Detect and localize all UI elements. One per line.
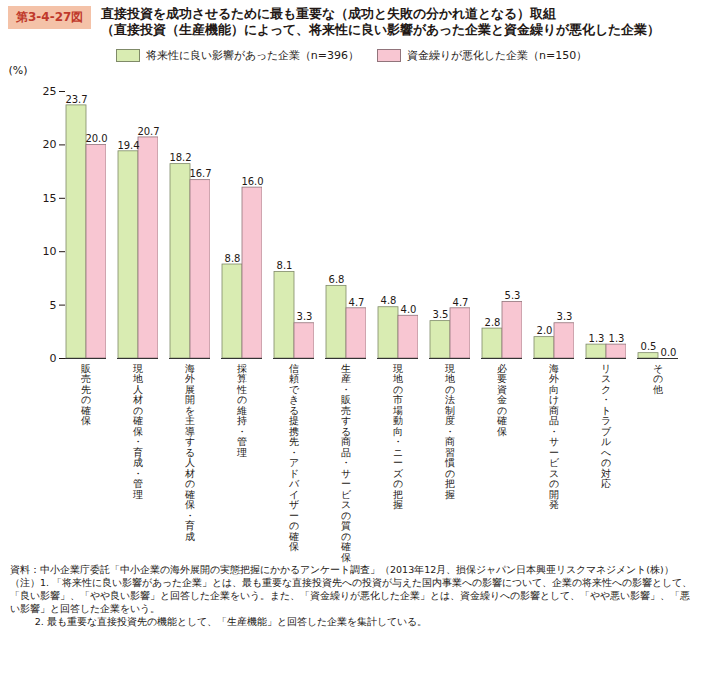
svg-text:1.3: 1.3 <box>589 333 605 344</box>
svg-text:採算性の維持・管理: 採算性の維持・管理 <box>236 363 247 458</box>
svg-text:3.3: 3.3 <box>297 311 313 322</box>
svg-text:10: 10 <box>43 245 57 258</box>
svg-text:5.3: 5.3 <box>505 290 521 301</box>
svg-text:2.0: 2.0 <box>537 325 553 336</box>
svg-text:2.8: 2.8 <box>485 317 501 328</box>
svg-text:20: 20 <box>43 138 57 151</box>
svg-text:5: 5 <box>50 299 57 312</box>
svg-text:1.3: 1.3 <box>609 333 625 344</box>
svg-text:15: 15 <box>43 192 57 205</box>
svg-text:0: 0 <box>50 352 57 365</box>
svg-text:生産・販売する商品・サービスの質の確保: 生産・販売する商品・サービスの質の確保 <box>340 363 352 563</box>
svg-text:リスク・トラブルへの対応: リスク・トラブルへの対応 <box>601 363 612 490</box>
html-text:（注）1. 「将来性に良い影響があった企業」とは、最も重要な: （注）1. 「将来性に良い影響があった企業」とは、最も重要な直接投資先への投資が… <box>10 577 693 614</box>
svg-text:8.1: 8.1 <box>277 260 293 271</box>
svg-text:現地人材の確保・育成・管理: 現地人材の確保・育成・管理 <box>132 363 143 500</box>
svg-text:18.2: 18.2 <box>169 152 191 163</box>
svg-text:19.4: 19.4 <box>117 140 139 151</box>
html-text:第3-4-27図: 第3-4-27図 <box>16 10 84 24</box>
svg-text:(%): (%) <box>9 64 28 77</box>
svg-text:0.5: 0.5 <box>641 341 657 352</box>
svg-text:4.0: 4.0 <box>401 304 417 315</box>
svg-text:6.8: 6.8 <box>329 274 345 285</box>
svg-text:3.3: 3.3 <box>557 311 573 322</box>
html-text:（直接投資（生産機能）によって、将来性に良い影響があった企業: （直接投資（生産機能）によって、将来性に良い影響があった企業と資金繰りが悪化した… <box>101 22 661 37</box>
svg-text:0.0: 0.0 <box>661 347 677 358</box>
svg-text:16.0: 16.0 <box>241 176 263 187</box>
svg-text:必要資金の確保: 必要資金の確保 <box>496 363 507 437</box>
svg-text:4.7: 4.7 <box>349 297 365 308</box>
svg-text:20.7: 20.7 <box>137 126 159 137</box>
html-text:直接投資を成功させるために最も重要な（成功と失敗の分かれ道と: 直接投資を成功させるために最も重要な（成功と失敗の分かれ道となる）取組 <box>101 6 557 21</box>
svg-text:20.0: 20.0 <box>85 133 107 144</box>
html-text:資料：中小企業庁委託「中小企業の海外展開の実態把握にかかるア: 資料：中小企業庁委託「中小企業の海外展開の実態把握にかかるアンケート調査」（20… <box>10 564 674 575</box>
svg-text:現地の法制度・商習慣の把握: 現地の法制度・商習慣の把握 <box>444 363 455 500</box>
svg-text:販売先の確保: 販売先の確保 <box>80 363 91 427</box>
svg-text:8.8: 8.8 <box>225 253 241 264</box>
svg-text:現地の市場動向・ニーズの把握: 現地の市場動向・ニーズの把握 <box>392 363 404 511</box>
svg-text:25: 25 <box>43 85 57 98</box>
html-text:2. 最も重要な直接投資先の機能として、「生産機能」と回答し: 2. 最も重要な直接投資先の機能として、「生産機能」と回答した企業を集計している… <box>34 616 427 627</box>
svg-text:4.7: 4.7 <box>453 297 469 308</box>
svg-text:信頼できる提携先・アドバイザーの確保: 信頼できる提携先・アドバイザーの確保 <box>288 363 300 553</box>
svg-text:16.7: 16.7 <box>189 168 211 179</box>
html-text:資金繰りが悪化した企業（n=150）: 資金繰りが悪化した企業（n=150） <box>407 49 588 62</box>
svg-text:3.5: 3.5 <box>433 309 449 320</box>
svg-text:その他: その他 <box>653 363 663 395</box>
svg-text:海外展開を主導する人材の確保・育成: 海外展開を主導する人材の確保・育成 <box>184 363 195 542</box>
svg-text:23.7: 23.7 <box>65 94 87 105</box>
svg-text:海外向け商品・サービスの開発: 海外向け商品・サービスの開発 <box>549 363 560 511</box>
svg-text:4.8: 4.8 <box>381 295 397 306</box>
html-text:将来性に良い影響があった企業（n=396）: 将来性に良い影響があった企業（n=396） <box>145 49 359 62</box>
